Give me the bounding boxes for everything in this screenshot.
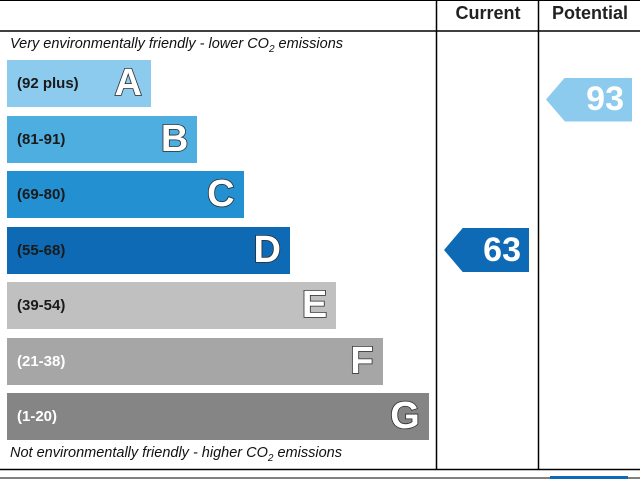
band-b: (81-91) B bbox=[7, 115, 198, 163]
potential-rating-arrow: 93 bbox=[546, 77, 632, 122]
band-range-label: (69-80) bbox=[17, 186, 66, 203]
top-note-suffix: emissions bbox=[278, 36, 344, 52]
potential-rating-value: 93 bbox=[586, 80, 624, 118]
band-range-label: (55-68) bbox=[17, 241, 66, 259]
bottom-note: Not environmentally friendly - higher CO… bbox=[10, 445, 342, 464]
top-note: Very environmentally friendly - lower CO… bbox=[10, 36, 343, 55]
band-range-label: (1-20) bbox=[17, 408, 58, 425]
top-note-subscript: 2 bbox=[268, 43, 275, 55]
bottom-note-suffix: emissions bbox=[277, 445, 342, 461]
band-range-label: (81-91) bbox=[17, 130, 66, 148]
band-letter: B bbox=[160, 117, 189, 161]
current-rating-arrow: 63 bbox=[444, 228, 529, 272]
band-letter: A bbox=[114, 61, 143, 105]
band-d: (55-68) D bbox=[7, 226, 290, 274]
band-range-label: (92 plus) bbox=[17, 75, 79, 92]
band-letter: F bbox=[349, 339, 374, 383]
band-range-label: (21-38) bbox=[17, 352, 66, 370]
bottom-note-text: Not environmentally friendly - higher CO bbox=[10, 445, 268, 461]
bottom-note-subscript: 2 bbox=[267, 452, 274, 464]
current-rating-value: 63 bbox=[483, 230, 521, 269]
band-letter: E bbox=[301, 283, 328, 327]
band-a: (92 plus) A bbox=[7, 60, 151, 107]
band-range-label: (39-54) bbox=[17, 297, 66, 314]
band-letter: G bbox=[389, 394, 420, 438]
top-note-text: Very environmentally friendly - lower CO bbox=[10, 36, 269, 52]
next-section-tab bbox=[550, 476, 628, 479]
current-column-header: Current bbox=[455, 3, 521, 23]
band-letter: D bbox=[253, 228, 282, 272]
band-c: (69-80) C bbox=[7, 171, 244, 218]
band-f: (21-38) F bbox=[7, 337, 383, 385]
band-letter: C bbox=[206, 172, 235, 216]
band-e: (39-54) E bbox=[7, 282, 337, 329]
band-g: (1-20) G bbox=[7, 393, 429, 440]
potential-column-header: Potential bbox=[551, 3, 628, 23]
